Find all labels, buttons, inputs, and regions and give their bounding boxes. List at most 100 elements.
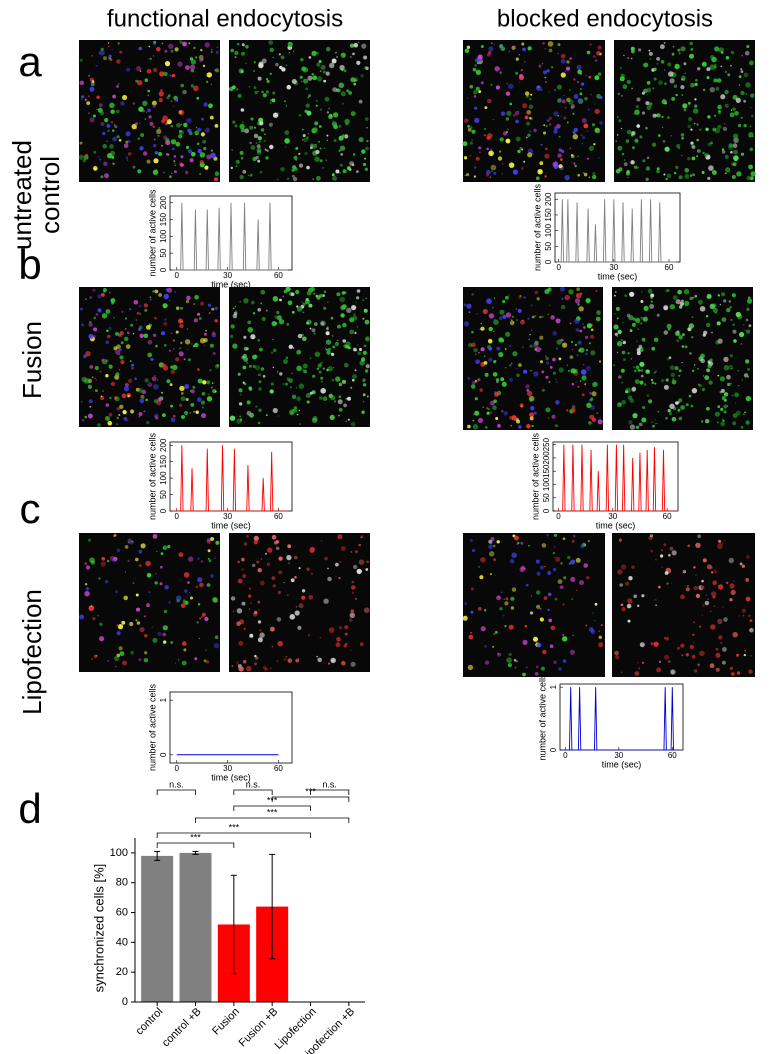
- cell: [482, 406, 484, 408]
- cell: [566, 364, 569, 367]
- cell: [652, 113, 657, 118]
- cell: [534, 672, 539, 676]
- cell: [617, 329, 622, 335]
- cell: [702, 375, 705, 377]
- x-axis-label: time (sec): [211, 772, 251, 782]
- cell: [617, 92, 621, 96]
- cell: [257, 637, 263, 643]
- cell: [672, 295, 678, 300]
- cell: [691, 654, 696, 659]
- cell: [545, 81, 547, 83]
- cell: [254, 610, 258, 615]
- cell: [236, 608, 243, 614]
- cell: [332, 120, 334, 123]
- cell: [649, 304, 655, 309]
- cell: [701, 614, 703, 616]
- micrograph-background: [463, 40, 605, 182]
- cell: [332, 87, 338, 92]
- cell: [515, 319, 519, 322]
- cell: [568, 369, 570, 372]
- cell: [706, 406, 710, 411]
- cell: [197, 368, 200, 371]
- cell: [480, 626, 486, 632]
- cell: [614, 650, 619, 656]
- cell: [154, 581, 158, 585]
- cell: [692, 173, 695, 177]
- cell: [475, 353, 477, 356]
- cell: [723, 404, 728, 409]
- cell: [638, 369, 641, 372]
- cell: [677, 408, 681, 412]
- cell: [257, 421, 261, 425]
- cell: [272, 338, 274, 341]
- cell: [364, 167, 369, 171]
- cell: [518, 54, 521, 56]
- cell: [170, 417, 176, 423]
- cell: [594, 619, 596, 622]
- cell: [277, 590, 281, 595]
- cell: [84, 415, 88, 419]
- cell: [283, 582, 285, 584]
- cell: [511, 415, 517, 421]
- cell: [520, 319, 525, 325]
- cell: [333, 112, 339, 118]
- cell: [148, 591, 151, 594]
- cell: [298, 114, 302, 117]
- cell: [717, 618, 723, 625]
- cell: [130, 409, 135, 414]
- cell: [250, 334, 256, 340]
- cell: [555, 347, 559, 350]
- cell: [262, 665, 267, 670]
- cell: [712, 580, 717, 585]
- cell: [468, 634, 474, 640]
- cell: [590, 334, 595, 339]
- cell: [510, 319, 513, 321]
- cell: [736, 171, 742, 177]
- cell: [258, 387, 262, 391]
- cell: [587, 539, 591, 543]
- cell: [279, 372, 283, 376]
- cell: [194, 295, 199, 300]
- cell: [681, 362, 683, 364]
- cell: [335, 575, 337, 578]
- cell: [671, 416, 677, 422]
- cell: [674, 366, 679, 371]
- cell: [480, 347, 485, 352]
- cell: [98, 577, 101, 580]
- cell: [650, 642, 654, 646]
- micrograph-background: [79, 533, 220, 672]
- cell: [335, 169, 340, 174]
- cell: [552, 551, 556, 555]
- cell: [537, 169, 543, 175]
- cell: [119, 331, 124, 335]
- cell: [570, 356, 573, 358]
- cell: [272, 584, 276, 588]
- cell: [119, 355, 124, 360]
- error-bar: [192, 850, 199, 855]
- cell: [119, 369, 121, 371]
- x-tick-label: 0: [175, 271, 180, 280]
- cell: [255, 155, 259, 160]
- cell: [331, 173, 335, 177]
- cell: [661, 126, 664, 129]
- cell: [723, 356, 729, 363]
- cell: [463, 303, 467, 307]
- cell: [699, 128, 702, 131]
- cell: [189, 158, 194, 163]
- cell: [626, 129, 632, 135]
- cell: [185, 398, 189, 401]
- cell: [350, 111, 356, 117]
- cell: [748, 614, 751, 618]
- cell: [162, 632, 166, 637]
- cell: [471, 342, 476, 348]
- column-header: functional endocytosis: [107, 5, 343, 32]
- cell: [261, 316, 266, 322]
- cell: [572, 349, 574, 351]
- cell: [147, 339, 153, 345]
- cell: [692, 296, 695, 299]
- cell: [337, 534, 343, 540]
- cell: [595, 316, 601, 322]
- cell: [365, 297, 367, 299]
- cell: [515, 71, 519, 75]
- bracket-line: [233, 789, 273, 795]
